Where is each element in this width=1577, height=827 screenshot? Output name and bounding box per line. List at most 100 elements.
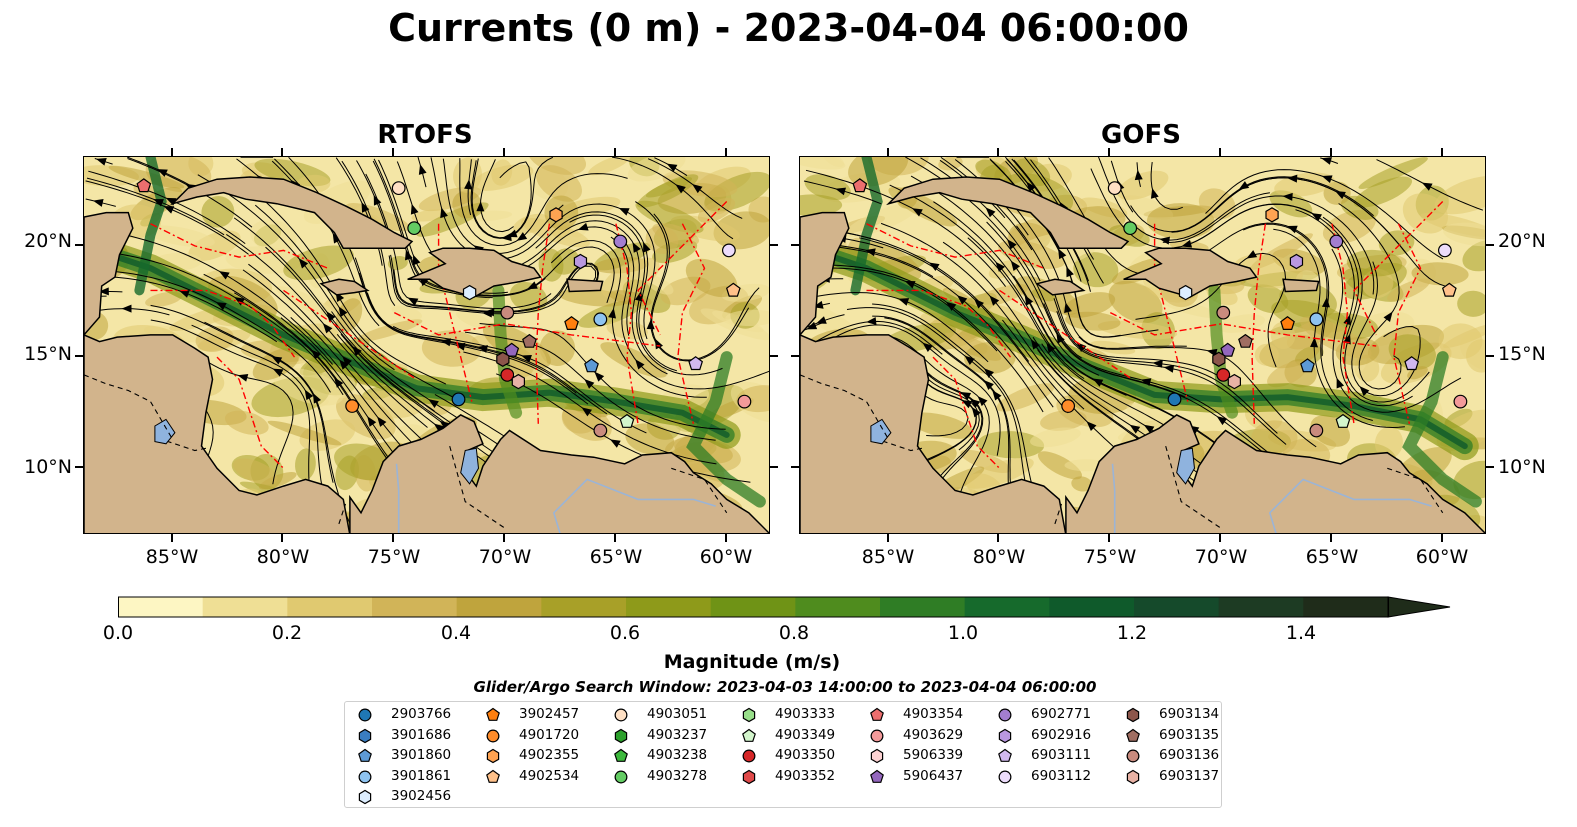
platform-4903629[interactable] (1453, 394, 1468, 409)
lat-tick-mark (770, 355, 778, 358)
legend-label: 6903111 (1031, 747, 1092, 764)
eez-boundaries (866, 201, 1444, 469)
lon-tick-65w-left: 65°W (589, 546, 643, 568)
platform-6903136[interactable] (593, 423, 608, 438)
lon-tick-85w-right: 85°W (861, 546, 915, 568)
platform-4903051[interactable] (391, 181, 406, 196)
colorbar-segment (287, 597, 373, 617)
platform-3902456[interactable] (462, 284, 477, 301)
colorbar-label: Magnitude (m/s) (663, 651, 841, 673)
lat-tick-10n-left: 10°N (24, 456, 72, 478)
platform-4902355[interactable] (549, 207, 563, 223)
pentagon-marker-icon (358, 748, 372, 763)
platform-6903137[interactable] (1227, 373, 1241, 390)
platform-6903135[interactable] (522, 333, 537, 348)
lon-tick-mark (1440, 534, 1443, 542)
platform-6903134[interactable] (1212, 351, 1226, 367)
figure-title: Currents (0 m) - 2023-04-04 06:00:00 (388, 6, 1189, 50)
lat-tick-mark (791, 243, 799, 246)
lat-tick-mark (1486, 243, 1494, 246)
platform-6903136[interactable] (1216, 305, 1231, 320)
platform-5906437[interactable] (1220, 342, 1236, 357)
lat-tick-mark (791, 466, 799, 469)
platform-3902456[interactable] (1178, 284, 1193, 301)
platform-legend: 2903766 3901686 3901860 3901861 3902456 39024… (344, 701, 1222, 808)
platform-4903349[interactable] (619, 413, 635, 428)
platform-3901861[interactable] (593, 312, 608, 327)
circle-marker-icon (358, 770, 372, 784)
platform-6903111[interactable] (688, 356, 704, 371)
platform-4902534[interactable] (725, 282, 741, 297)
lat-tick-15n-right: 15°N (1498, 343, 1546, 365)
lat-tick-mark (770, 243, 778, 246)
platform-4903350[interactable] (1216, 368, 1231, 382)
platform-4902355[interactable] (1265, 207, 1279, 223)
platform-4903354[interactable] (852, 178, 868, 193)
platform-2903766[interactable] (451, 392, 466, 407)
platform-4903051[interactable] (1107, 181, 1122, 196)
colorbar (118, 596, 1451, 618)
platform-3902457[interactable] (564, 316, 579, 330)
legend-label: 3901860 (391, 747, 452, 764)
platform-6902916[interactable] (1289, 253, 1304, 270)
platform-4901720[interactable] (345, 399, 360, 413)
platform-4903349[interactable] (1335, 413, 1351, 428)
lat-tick-mark (1486, 466, 1494, 469)
legend-label: 4902534 (519, 767, 580, 784)
platform-6903112[interactable] (721, 243, 736, 258)
platform-6903137[interactable] (511, 373, 525, 390)
platform-4901720[interactable] (1061, 399, 1076, 413)
legend-label: 3902456 (391, 788, 452, 805)
colorbar-extend-arrow (1387, 596, 1451, 618)
legend-label: 3901686 (391, 726, 452, 743)
platform-6903111[interactable] (1404, 356, 1420, 371)
platform-6903136[interactable] (500, 305, 515, 320)
lon-tick-mark (170, 148, 173, 156)
lon-tick-mark (997, 534, 1000, 542)
land (84, 157, 769, 533)
legend-label: 4903237 (647, 726, 708, 743)
platform-6903112[interactable] (1437, 243, 1452, 258)
legend-label: 4903333 (775, 706, 836, 722)
search-window-caption: Glider/Argo Search Window: 2023-04-03 14… (473, 678, 1097, 696)
colorbar-segment (626, 597, 712, 617)
platform-6903134[interactable] (496, 351, 510, 367)
platform-3902457[interactable] (1280, 316, 1295, 330)
platform-6902771[interactable] (613, 234, 628, 249)
platform-3901860[interactable] (584, 358, 599, 373)
circle-marker-icon (1126, 749, 1140, 763)
platform-6903136[interactable] (1309, 423, 1324, 438)
map-rtofs[interactable] (83, 156, 770, 534)
legend-label: 4903051 (647, 706, 708, 722)
platform-4903350[interactable] (500, 368, 515, 382)
platform-3901861[interactable] (1309, 312, 1324, 327)
colorbar-segment (964, 597, 1050, 617)
lon-tick-70w-right: 70°W (1194, 546, 1248, 568)
colorbar-segment (795, 597, 881, 617)
lon-tick-mark (1440, 148, 1443, 156)
platform-4903278[interactable] (1123, 221, 1138, 236)
platform-4903629[interactable] (737, 394, 752, 409)
platform-4903278[interactable] (407, 221, 422, 236)
platform-2903766[interactable] (1167, 392, 1182, 407)
colorbar-segment (1218, 597, 1304, 617)
colorbar-segment (1049, 597, 1135, 617)
pentagon-marker-icon (870, 769, 884, 783)
hexagon-marker-icon (358, 728, 372, 743)
legend-label: 4902355 (519, 747, 580, 764)
colorbar-segment (118, 597, 204, 617)
map-gofs[interactable] (799, 156, 1486, 534)
hexagon-marker-icon (614, 728, 628, 743)
platform-4903354[interactable] (136, 178, 152, 193)
lat-tick-20n-right: 20°N (1498, 230, 1546, 252)
platform-6903135[interactable] (1238, 333, 1253, 348)
platform-3901860[interactable] (1300, 358, 1315, 373)
platform-5906437[interactable] (504, 342, 520, 357)
legend-label: 2903766 (391, 706, 452, 722)
colorbar-tick-4: 0.8 (778, 622, 810, 644)
lon-tick-75w-right: 75°W (1083, 546, 1137, 568)
platform-4902534[interactable] (1441, 282, 1457, 297)
platform-6902771[interactable] (1329, 234, 1344, 249)
platform-6902916[interactable] (573, 253, 588, 270)
lon-tick-80w-right: 80°W (972, 546, 1026, 568)
